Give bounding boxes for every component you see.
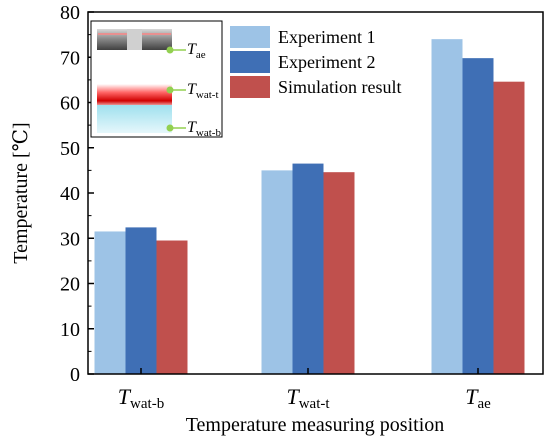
y-tick-label: 80 [60, 2, 80, 24]
inset-water-layer [97, 105, 172, 133]
legend-label-2: Experiment 2 [278, 52, 375, 72]
y-axis-title: Temperature [℃] [10, 122, 32, 263]
bar-2-2 [292, 163, 324, 374]
bar-1-1 [94, 231, 126, 374]
bar-1-2 [261, 170, 293, 374]
legend-label-3: Simulation result [278, 77, 402, 97]
y-tick-label: 50 [60, 138, 80, 160]
y-tick-label: 10 [60, 319, 80, 341]
legend: Experiment 1 Experiment 2 Simulation resul… [230, 26, 402, 98]
inset-hot-layer [97, 84, 172, 108]
bar-1-3 [431, 39, 463, 375]
bars-layer [94, 39, 525, 375]
x-tick-label: Tae [465, 384, 491, 412]
bar-2-3 [462, 58, 494, 374]
legend-label-1: Experiment 1 [278, 27, 375, 47]
y-tick-label: 40 [60, 183, 80, 205]
inset-point-3 [166, 124, 174, 132]
x-tick-label: Twat-t [286, 384, 330, 412]
inset-label-2: Twat-t [187, 81, 219, 101]
bar-3-1 [156, 240, 188, 374]
y-tick-label: 30 [60, 228, 80, 250]
bar-2-1 [125, 227, 157, 374]
inset-point-2 [166, 86, 174, 94]
inset-diagram: Tae Twat-t Twat-b [90, 20, 223, 139]
legend-swatch-1 [230, 26, 270, 48]
x-axis-title: Temperature measuring position [186, 414, 445, 436]
inset-label-3: Twat-b [187, 119, 221, 139]
legend-swatch-3 [230, 76, 270, 98]
inset-label-1: Tae [187, 41, 206, 61]
bar-3-3 [493, 81, 525, 374]
bar-3-2 [323, 172, 355, 374]
y-tick-label: 20 [60, 274, 80, 296]
inset-heater-gap [127, 29, 142, 50]
y-tick-label: 60 [60, 93, 80, 115]
y-tick-label: 0 [70, 364, 80, 386]
y-tick-label: 70 [60, 47, 80, 69]
legend-swatch-2 [230, 51, 270, 73]
axes: 0 10 20 30 40 50 60 70 80 Twat-b Twat-t Tae Temperat… [10, 2, 544, 436]
inset-point-1 [166, 46, 174, 54]
x-tick-label: Twat-b [118, 384, 164, 412]
